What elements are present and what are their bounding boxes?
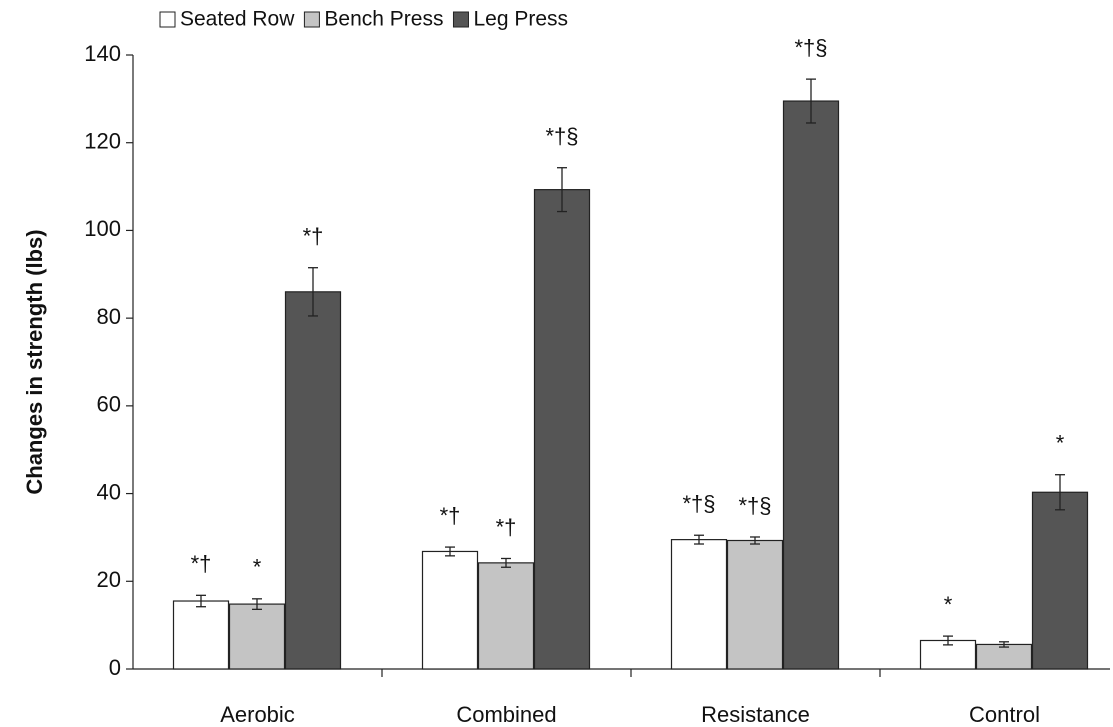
error-bar (445, 546, 455, 557)
y-tick-label: 60 (97, 392, 121, 417)
annotation: * (944, 592, 953, 617)
annotation: * (1056, 431, 1065, 456)
error-bar (196, 594, 206, 608)
annotation: * (253, 555, 262, 580)
x-tick-label: Aerobic (220, 702, 295, 727)
error-bar (252, 598, 262, 611)
y-tick-label: 140 (84, 41, 121, 66)
annotation: *† (303, 224, 324, 249)
error-bar (943, 635, 953, 646)
bar (1031, 491, 1089, 670)
annotation: *†§ (738, 493, 771, 518)
legend-label: Seated Row (180, 8, 295, 31)
annotation: *† (440, 503, 461, 528)
bar (228, 603, 286, 670)
y-tick-label: 20 (97, 567, 121, 592)
y-tick-label: 120 (84, 129, 121, 154)
y-tick-label: 100 (84, 216, 121, 241)
legend-label: Bench Press (324, 8, 443, 31)
legend: Seated Row Bench Press Leg Press (159, 8, 568, 31)
bar (284, 291, 342, 670)
error-bar (1055, 474, 1065, 511)
y-tick-label: 0 (109, 655, 121, 680)
error-bar (806, 78, 816, 124)
y-tick-label: 40 (97, 479, 121, 504)
legend-swatch (303, 11, 320, 28)
annotation: *† (496, 514, 517, 539)
annotation: *†§ (682, 491, 715, 516)
bar (421, 550, 479, 670)
legend-label: Leg Press (473, 8, 568, 31)
bar (172, 600, 230, 670)
error-bar (557, 167, 567, 213)
bar (975, 643, 1033, 670)
error-bar (999, 641, 1009, 648)
annotation: *† (191, 551, 212, 576)
bar (477, 562, 535, 670)
error-bar (694, 534, 704, 545)
annotation: *†§ (545, 124, 578, 149)
x-tick-label: Resistance (701, 702, 810, 727)
x-tick-label: Control (969, 702, 1040, 727)
legend-swatch (452, 11, 469, 28)
error-bar (750, 536, 760, 545)
bar (533, 189, 591, 670)
y-tick-label: 80 (97, 304, 121, 329)
annotation: *†§ (794, 35, 827, 60)
legend-swatch (159, 11, 176, 28)
bar (670, 539, 728, 670)
y-axis-label: Changes in strength (lbs) (22, 229, 47, 494)
bar (782, 100, 840, 670)
bar (726, 539, 784, 670)
x-tick-label: Combined (456, 702, 556, 727)
error-bar (308, 267, 318, 317)
error-bar (501, 557, 511, 568)
